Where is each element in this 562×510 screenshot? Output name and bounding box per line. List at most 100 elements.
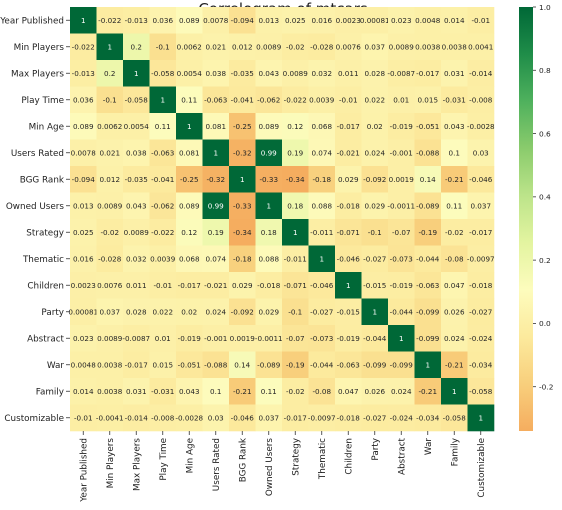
cell-value-label: 0.037	[99, 307, 120, 316]
heatmap-cell	[229, 60, 256, 87]
heatmap-cell	[388, 245, 415, 273]
heatmap-cell	[335, 219, 362, 246]
cell-value-label: -0.008	[469, 95, 493, 104]
cell-value-label: 0.19	[208, 228, 224, 237]
heatmap-cell	[308, 404, 336, 432]
y-tick-label: Max Players	[11, 69, 64, 79]
heatmap-cell	[282, 404, 309, 432]
cell-value-label: -0.099	[416, 334, 440, 343]
cell-value-label: -0.07	[286, 334, 305, 343]
cell-value-label: 0.0062	[177, 42, 202, 51]
cell-value-label: -0.027	[363, 254, 386, 263]
heatmap-cell	[70, 139, 97, 167]
heatmap-cell	[123, 7, 150, 34]
cell-value-label: 0.025	[73, 228, 94, 237]
cell-value-label: 0.0078	[203, 16, 229, 25]
heatmap-cell	[255, 245, 283, 273]
heatmap-cell	[282, 139, 309, 167]
cell-value-label: 0.0076	[336, 42, 362, 51]
y-tick-label: Users Rated	[11, 149, 64, 159]
cell-value-label: -0.0011	[255, 334, 283, 343]
heatmap-cell	[255, 113, 283, 140]
cell-value-label: 1	[266, 201, 271, 210]
cell-value-label: -0.21	[445, 360, 464, 369]
cell-value-label: -0.001	[204, 334, 227, 343]
cell-value-label: 0.0038	[415, 42, 441, 51]
x-tick-labels: Year Published Min Players Max Players Play…	[79, 431, 487, 503]
cell-value-label: -0.014	[469, 69, 493, 78]
cell-value-label: -0.044	[363, 334, 387, 343]
heatmap-cell	[229, 378, 256, 405]
heatmap-cell	[202, 113, 230, 140]
cell-value-label: -0.044	[390, 307, 414, 316]
y-tick-label: Thematic	[22, 255, 64, 265]
cell-value-label: -0.051	[416, 122, 439, 131]
heatmap-cell	[149, 60, 177, 87]
heatmap-cell	[123, 60, 150, 87]
cell-value-label: 0.047	[444, 281, 465, 290]
heatmap-cell	[70, 166, 97, 193]
cell-value-label: -0.019	[390, 281, 414, 290]
heatmap-cell	[202, 351, 230, 379]
heatmap-cell	[202, 404, 230, 432]
heatmap-cell	[229, 86, 256, 114]
cell-value-label: 1	[372, 307, 377, 316]
cell-value-label: -0.071	[337, 228, 360, 237]
heatmap-cell	[96, 86, 124, 114]
cell-value-label: 0.012	[232, 42, 253, 51]
heatmap-cell	[361, 139, 389, 167]
cell-value-label: 1	[319, 254, 324, 263]
cell-value-label: 0.089	[179, 16, 200, 25]
cell-value-label: -0.089	[416, 201, 440, 210]
heatmap-cell	[441, 33, 468, 61]
heatmap-cell	[70, 192, 97, 220]
cell-value-label: -0.058	[469, 387, 493, 396]
cell-value-label: -0.018	[257, 281, 281, 290]
heatmap-cell	[176, 60, 203, 87]
heatmap-cell	[467, 60, 495, 87]
cell-value-label: -0.031	[443, 95, 466, 104]
heatmap-cell	[176, 139, 203, 167]
heatmap-cell	[229, 404, 256, 432]
heatmap-cell	[255, 272, 283, 299]
cell-value-label: 0.025	[285, 16, 306, 25]
heatmap-cell	[202, 298, 230, 326]
cell-value-label: 0.11	[155, 122, 171, 131]
heatmap-cell	[414, 245, 442, 273]
y-tick-label: Party	[41, 308, 64, 318]
heatmap-cell	[441, 351, 468, 379]
heatmap-cell	[229, 166, 256, 193]
heatmap-cell	[96, 166, 124, 193]
heatmap-cell	[388, 298, 415, 326]
heatmap-cell	[335, 113, 362, 140]
heatmap-cell	[96, 325, 124, 352]
cell-value-label: 0.089	[73, 122, 94, 131]
cell-value-label: 0.02	[181, 307, 197, 316]
heatmap-cell	[388, 33, 415, 61]
heatmap-cell	[70, 33, 97, 61]
cell-value-label: 0.043	[444, 122, 465, 131]
heatmap-cell	[308, 7, 336, 34]
heatmap-cell	[441, 113, 468, 140]
heatmap-cell	[255, 351, 283, 379]
heatmap-cell	[229, 219, 256, 246]
y-tick-label: Strategy	[26, 228, 64, 238]
cell-value-label: 0.0023	[336, 16, 361, 25]
cell-value-label: -0.044	[310, 360, 334, 369]
cell-value-label: -0.024	[390, 413, 414, 422]
cell-value-label: -0.0041	[96, 413, 124, 422]
x-tick-label: Party	[371, 438, 381, 461]
heatmap-cell	[361, 298, 389, 326]
cell-value-label: 0.037	[258, 413, 279, 422]
heatmap-cell	[414, 219, 442, 246]
heatmap-cell	[388, 325, 415, 352]
heatmap-cell	[361, 378, 389, 405]
cell-value-label: -0.021	[337, 148, 360, 157]
y-tick-label: BGG Rank	[20, 175, 65, 185]
cell-value-label: 1	[240, 175, 245, 184]
cell-value-label: -0.027	[363, 413, 386, 422]
cell-value-label: -0.099	[390, 360, 414, 369]
cell-value-label: 0.011	[338, 69, 359, 78]
heatmap-cell	[149, 404, 177, 432]
heatmap-cell	[96, 378, 124, 405]
